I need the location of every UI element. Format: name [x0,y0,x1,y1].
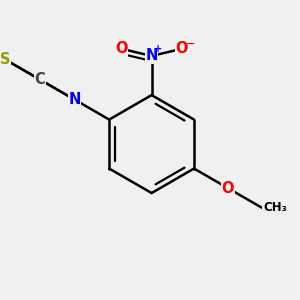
Text: +: + [154,44,162,54]
Text: C: C [34,72,45,87]
Text: O: O [222,181,234,196]
Text: O: O [175,41,188,56]
Text: −: − [186,38,195,49]
Text: N: N [68,92,81,107]
Text: O: O [116,41,128,56]
Text: N: N [146,48,158,63]
Text: CH₃: CH₃ [263,201,287,214]
Text: S: S [0,52,10,67]
